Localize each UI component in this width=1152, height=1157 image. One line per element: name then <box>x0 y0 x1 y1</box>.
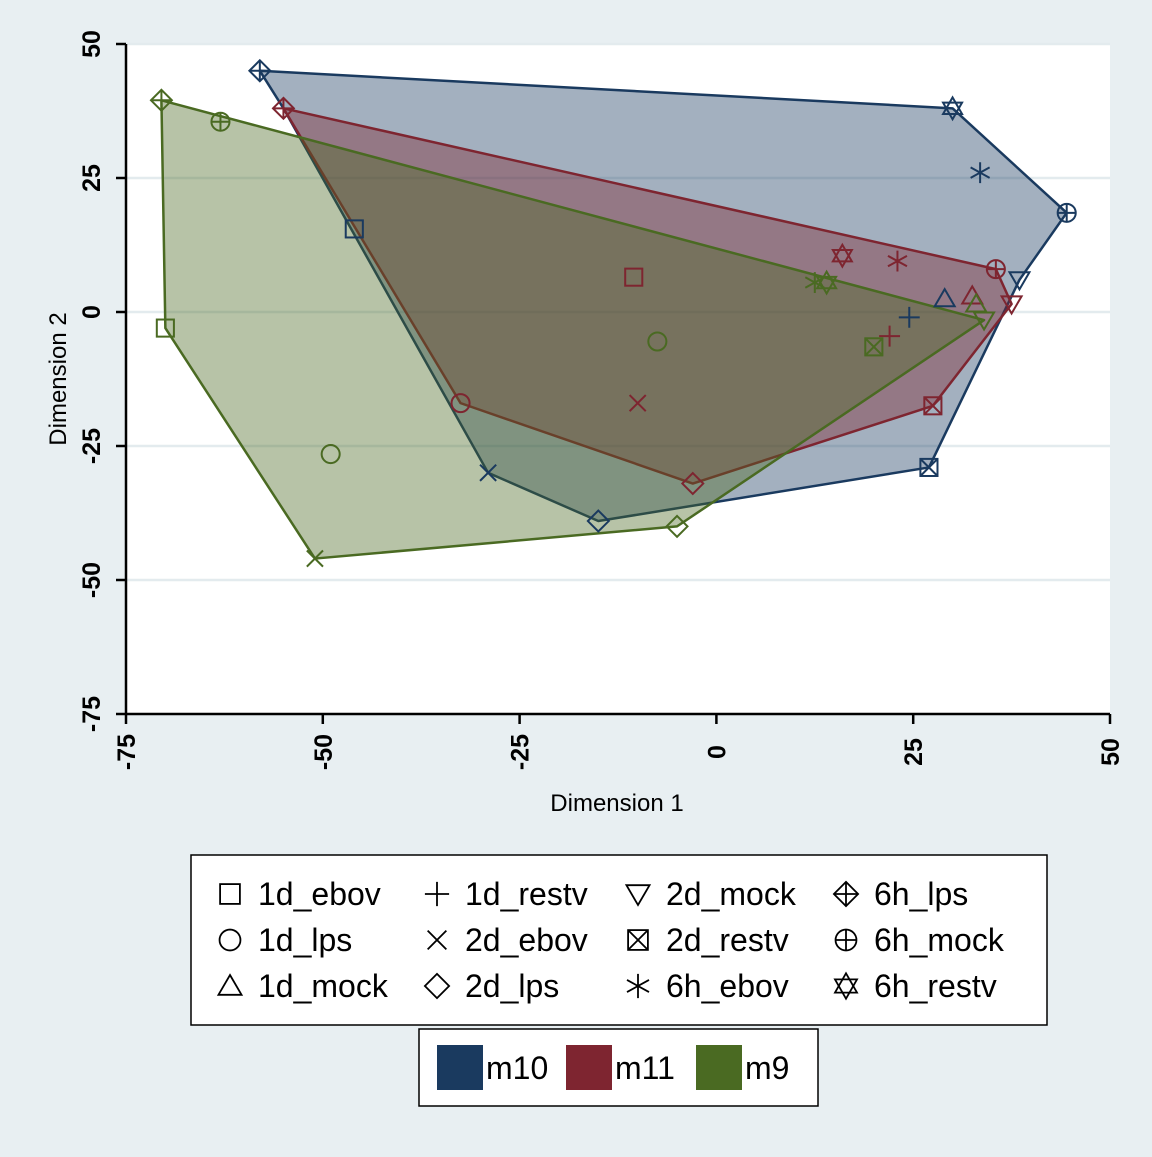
point-m9-1d_lps <box>320 444 341 465</box>
point-m9-6h_mock <box>210 111 231 132</box>
symbol-legend-label: 2d_lps <box>465 968 559 1004</box>
data-points <box>149 58 1077 568</box>
symbol-legend-item-6h_mock: 6h_mock <box>834 922 1005 958</box>
point-m9-2d_restv <box>864 337 884 357</box>
point-m11-1d_ebov <box>624 267 644 287</box>
point-m9-2d_lps <box>665 514 689 539</box>
point-m11-6h_mock <box>985 259 1006 280</box>
axes: -75 -50 -25 0 25 50 -75 -50 -25 0 25 50 <box>78 30 1125 770</box>
symbol-legend-label: 6h_lps <box>874 876 968 912</box>
point-m9-1d_ebov <box>155 318 175 338</box>
point-m11-2d_restv <box>923 396 943 416</box>
symbol-legend-item-6h_restv: 6h_restv <box>833 968 997 1004</box>
color-legend-box <box>418 1028 819 1107</box>
x-tick-label: 0 <box>703 745 731 759</box>
symbol-legend-item-2d_mock: 2d_mock <box>624 876 797 912</box>
symbol-legend-label: 1d_restv <box>465 876 588 912</box>
symbol-legend-label: 6h_ebov <box>666 968 789 1004</box>
symbol-legend-item-6h_lps: 6h_lps <box>832 876 968 912</box>
color-legend-label: m9 <box>745 1050 789 1086</box>
point-m10-6h_ebov <box>970 162 991 184</box>
x-tick-label: 50 <box>1097 738 1125 766</box>
point-m10-1d_ebov <box>344 219 364 239</box>
plot-area <box>126 44 1110 714</box>
symbol-legend-label: 6h_restv <box>874 968 997 1004</box>
point-m11-2d_ebov <box>628 394 647 412</box>
point-m9-2d_ebov <box>306 549 324 568</box>
symbol-legend-label: 6h_mock <box>874 922 1005 958</box>
point-m10-2d_ebov <box>479 464 497 482</box>
point-m11-1d_lps <box>450 393 471 414</box>
point-m10-2d_restv <box>919 457 939 477</box>
color-swatch <box>566 1045 612 1090</box>
color-legend-label: m10 <box>486 1050 548 1086</box>
symbol-legend-item-1d_restv: 1d_restv <box>424 876 588 912</box>
x-tick-label: -75 <box>113 734 141 770</box>
symbol-legend-item-2d_restv: 2d_restv <box>627 922 789 958</box>
point-m10-6h_lps <box>247 58 272 83</box>
y-tick-label: 50 <box>78 30 106 58</box>
symbol-legend-label: 1d_lps <box>258 922 352 958</box>
point-m10-6h_mock <box>1056 202 1077 223</box>
point-m9-1d_lps <box>647 331 668 352</box>
color-legend-item-m10: m10 <box>437 1045 548 1090</box>
point-m9-2d_mock <box>972 311 996 332</box>
symbol-legend-label: 2d_ebov <box>465 922 588 958</box>
y-tick-label: 25 <box>78 164 106 192</box>
symbol-legend-label: 2d_mock <box>666 876 797 912</box>
symbol-legend-item-1d_ebov: 1d_ebov <box>219 876 381 912</box>
color-legend-item-m11: m11 <box>566 1045 675 1090</box>
point-m10-1d_mock <box>932 287 957 308</box>
point-m10-2d_mock <box>1007 271 1032 292</box>
symbol-legend-label: 1d_ebov <box>258 876 381 912</box>
point-m11-6h_lps <box>271 96 296 121</box>
y-tick-label: -75 <box>78 696 106 732</box>
point-m11-2d_lps <box>680 471 705 496</box>
color-legend-label: m11 <box>615 1050 675 1086</box>
point-m9-6h_restv <box>815 269 838 296</box>
point-m11-6h_restv <box>831 242 854 269</box>
point-m10-2d_lps <box>586 509 611 533</box>
symbol-legend-label: 1d_mock <box>258 968 389 1004</box>
color-legend-item-m9: m9 <box>696 1045 789 1090</box>
y-axis-title: Dimension 2 <box>45 312 72 445</box>
symbol-legend-item-2d_ebov: 2d_ebov <box>427 922 588 958</box>
symbol-legend: 1d_ebov 1d_lps 1d_mock 1d_restv 2d_ebov 2d_lp… <box>190 854 1048 1026</box>
y-tick-label: -25 <box>78 428 106 464</box>
color-swatch <box>437 1045 483 1090</box>
point-m9-6h_lps <box>149 88 174 113</box>
point-m11-6h_ebov <box>887 250 908 272</box>
grid-lines <box>126 42 1110 582</box>
symbol-legend-box <box>190 854 1048 1026</box>
point-m10-6h_restv <box>941 95 964 122</box>
x-tick-label: -50 <box>310 734 338 770</box>
x-axis-title: Dimension 1 <box>550 790 683 817</box>
point-m10-1d_restv <box>898 306 920 328</box>
symbol-legend-item-1d_mock: 1d_mock <box>216 968 389 1004</box>
point-m9-6h_ebov <box>804 272 825 293</box>
symbol-legend-label: 2d_restv <box>666 922 789 958</box>
y-tick-label: -50 <box>78 562 106 598</box>
point-m11-1d_restv <box>879 325 901 347</box>
color-swatch <box>696 1045 742 1090</box>
hull-polygons <box>160 69 1068 560</box>
x-tick-label: -25 <box>507 734 535 770</box>
y-tick-label: 0 <box>78 305 106 319</box>
color-legend: m10 m11 m9 <box>418 1028 819 1107</box>
point-m11-2d_mock <box>999 295 1024 316</box>
symbol-legend-item-1d_lps: 1d_lps <box>218 922 352 958</box>
hull-m9 <box>160 99 986 560</box>
x-tick-label: 25 <box>900 738 928 766</box>
symbol-legend-item-2d_lps: 2d_lps <box>423 968 559 1004</box>
symbol-legend-item-6h_ebov: 6h_ebov <box>626 968 789 1004</box>
